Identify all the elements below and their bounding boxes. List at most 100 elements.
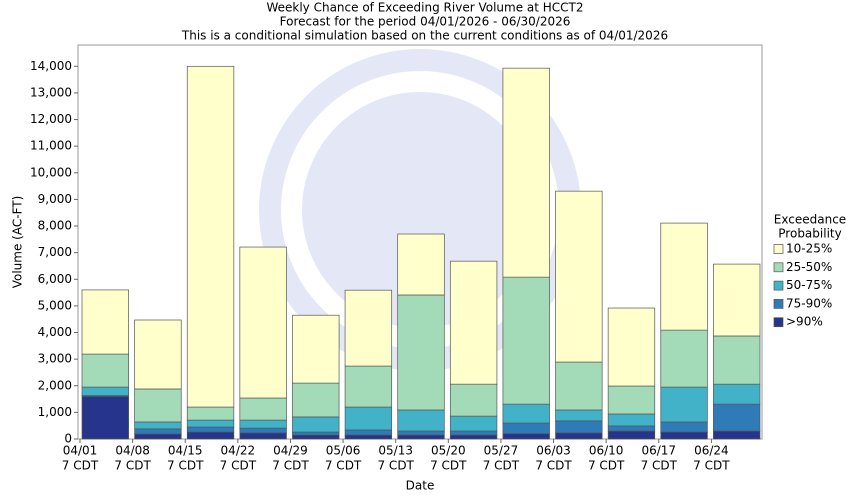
- legend-title: Exceedance: [774, 213, 846, 227]
- bar-segment: [134, 319, 182, 390]
- bar-segment: [81, 396, 129, 440]
- bar-segment: [555, 190, 603, 363]
- bar-segment: [555, 409, 603, 422]
- y-axis-label: Volume (AC-FT): [11, 196, 25, 289]
- bar-segment: [502, 276, 550, 405]
- bar-segment: [397, 434, 445, 440]
- y-tick-label: 2,000: [38, 378, 72, 392]
- bar-segment: [186, 431, 235, 440]
- bar-segment: [502, 403, 550, 424]
- x-tick-label: 04/15: [168, 444, 203, 458]
- x-tick-label: 06/03: [536, 444, 571, 458]
- x-tick-label: 05/20: [431, 444, 466, 458]
- bar-segment: [607, 385, 656, 415]
- legend-swatch: [773, 299, 784, 309]
- x-tick-label: 06/24: [694, 444, 729, 458]
- legend-swatch: [773, 280, 784, 291]
- bar-segment: [397, 294, 445, 411]
- bar-segment: [660, 386, 708, 423]
- bar-segment: [239, 397, 287, 421]
- bar-segment: [344, 429, 393, 436]
- bar-segment: [186, 65, 235, 408]
- bar-segment: [502, 422, 550, 435]
- y-tick-label: 10,000: [30, 165, 72, 179]
- x-tick-sublabel: 7 CDT: [641, 459, 678, 473]
- bar-segment: [134, 433, 182, 440]
- y-tick-label: 8,000: [38, 219, 72, 233]
- bar-segment: [186, 426, 235, 433]
- bar-segment: [397, 430, 445, 436]
- y-tick-label: 5,000: [38, 298, 72, 312]
- bar-segment: [660, 421, 708, 433]
- x-tick-sublabel: 7 CDT: [377, 459, 414, 473]
- x-tick-sublabel: 7 CDT: [62, 459, 99, 473]
- chart-title: This is a conditional simulation based o…: [181, 29, 668, 43]
- x-tick-label: 04/29: [273, 444, 308, 458]
- bar-segment: [449, 383, 498, 417]
- bar-segment: [660, 222, 708, 331]
- bar-segment: [397, 233, 445, 296]
- legend-label: 75-90%: [786, 296, 832, 310]
- x-tick-sublabel: 7 CDT: [430, 459, 467, 473]
- x-tick-sublabel: 7 CDT: [693, 459, 730, 473]
- legend-label: 10-25%: [786, 242, 832, 256]
- x-tick-label: 05/06: [326, 444, 361, 458]
- legend-swatch: [773, 244, 784, 254]
- bar-segment: [292, 431, 340, 436]
- x-tick-label: 05/13: [378, 444, 413, 458]
- x-tick-label: 04/01: [63, 444, 98, 458]
- bar-segment: [186, 406, 235, 421]
- bar-segment: [186, 419, 235, 428]
- y-tick-label: 3,000: [38, 352, 72, 366]
- y-tick-label: 13,000: [30, 85, 72, 99]
- y-tick-label: 4,000: [38, 325, 72, 339]
- bar-segment: [397, 409, 445, 432]
- x-axis-label: Date: [406, 479, 435, 493]
- x-tick-sublabel: 7 CDT: [272, 459, 309, 473]
- bar-segment: [502, 433, 550, 440]
- legend-label: 50-75%: [786, 278, 832, 292]
- chart-title: Weekly Chance of Exceeding River Volume …: [266, 1, 583, 15]
- y-tick-label: 7,000: [38, 245, 72, 259]
- bar-segment: [292, 434, 340, 440]
- bar-segment: [607, 425, 656, 432]
- bar-segment: [344, 406, 393, 431]
- bar-segment: [449, 430, 498, 436]
- x-tick-label: 04/08: [115, 444, 150, 458]
- bar-segment: [239, 432, 287, 440]
- legend-swatch: [773, 262, 784, 273]
- x-tick-label: 06/10: [589, 444, 624, 458]
- x-tick-sublabel: 7 CDT: [220, 459, 257, 473]
- y-tick-label: 9,000: [38, 192, 72, 206]
- x-tick-sublabel: 7 CDT: [167, 459, 204, 473]
- bar-segment: [449, 415, 498, 432]
- bar-segment: [660, 329, 708, 388]
- legend-label: >90%: [786, 315, 823, 329]
- x-tick-sublabel: 7 CDT: [535, 459, 572, 473]
- bar-segment: [134, 428, 182, 435]
- y-tick-label: 6,000: [38, 272, 72, 286]
- bar-segment: [555, 432, 603, 440]
- legend-label: 25-50%: [786, 260, 832, 274]
- bar-segment: [344, 434, 393, 440]
- bar-segment: [660, 431, 708, 440]
- chart-title: Forecast for the period 04/01/2026 - 06/…: [280, 15, 571, 29]
- bar-segment: [81, 353, 129, 388]
- bar-segment: [713, 403, 761, 432]
- bar-segment: [292, 382, 340, 418]
- bar-segment: [449, 260, 498, 385]
- x-tick-label: 06/17: [641, 444, 676, 458]
- bar-segment: [292, 314, 340, 384]
- bar-segment: [81, 386, 129, 396]
- bar-segment: [555, 361, 603, 411]
- bar-segment: [607, 413, 656, 427]
- x-tick-label: 04/22: [221, 444, 256, 458]
- bar-segment: [239, 246, 287, 399]
- y-tick-label: 12,000: [30, 112, 72, 126]
- bar-segment: [134, 421, 182, 430]
- y-tick-label: 0: [64, 432, 72, 446]
- x-tick-sublabel: 7 CDT: [588, 459, 625, 473]
- y-tick-label: 14,000: [30, 59, 72, 73]
- legend-swatch: [773, 317, 784, 328]
